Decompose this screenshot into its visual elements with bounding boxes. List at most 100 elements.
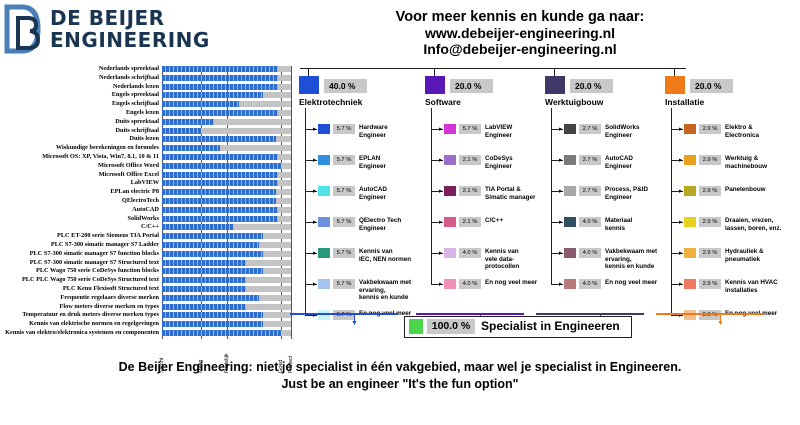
item-percentage: 2.1 % <box>459 155 481 165</box>
skill-label: SolidWorks <box>127 214 160 222</box>
item-connector <box>671 284 683 285</box>
item-label: Kennis van IEC, NEN normen <box>359 248 412 263</box>
item-connector <box>551 284 563 285</box>
down-arrow-icon: ▼ <box>351 320 358 327</box>
item-percentage: 2.9 % <box>699 310 721 320</box>
skill-bar <box>162 321 263 328</box>
item-connector <box>431 129 443 130</box>
category-name: Installatie <box>665 97 705 107</box>
item-color-swatch <box>318 155 330 165</box>
skill-label: AutoCAD <box>132 205 159 213</box>
skill-label: Duits schrijftaal <box>115 126 159 134</box>
item-arrow-icon: ▸ <box>679 126 683 133</box>
skill-bar <box>162 259 246 266</box>
skill-label: PLC S7-300 simatic manager S7 Structured… <box>29 258 159 266</box>
item-percentage: 5.7 % <box>333 155 355 165</box>
skill-bar <box>162 74 279 81</box>
item-arrow-icon: ▸ <box>313 312 317 319</box>
skill-bar-track <box>162 154 291 160</box>
item-connector <box>671 315 683 316</box>
footer-tagline: De Beijer Engineering: niet je specialis… <box>118 360 682 374</box>
skill-label: Nederlands spreektaal <box>98 65 159 72</box>
category-color-swatch <box>665 76 685 94</box>
item-arrow-icon: ▸ <box>679 250 683 257</box>
item-arrow-icon: ▸ <box>679 157 683 164</box>
down-arrow-icon: ▼ <box>717 320 724 327</box>
item-label: En nog veel meer <box>485 279 538 286</box>
skill-bar-track <box>162 83 291 90</box>
skill-bar <box>162 198 276 204</box>
category-bottom-line <box>536 313 644 315</box>
skill-bar <box>162 101 240 108</box>
item-color-swatch <box>684 217 696 227</box>
item-arrow-icon: ▸ <box>313 126 317 133</box>
skill-bar <box>162 118 214 125</box>
category-name: Software <box>425 97 461 107</box>
skill-label: Temperatuur en druk meters diverse merke… <box>22 311 159 319</box>
skill-bar <box>162 180 279 187</box>
item-color-swatch <box>564 217 576 227</box>
item-percentage: 5.7 % <box>333 279 355 289</box>
tree-stub <box>308 68 309 76</box>
item-color-swatch <box>318 310 330 320</box>
item-connector <box>551 191 563 192</box>
email-link[interactable]: Info@debeijer-engineering.nl <box>423 41 617 57</box>
item-arrow-icon: ▸ <box>679 188 683 195</box>
skill-label: Flow meters diverse merken en types <box>59 302 160 310</box>
item-arrow-icon: ▸ <box>439 250 443 257</box>
item-color-swatch <box>684 186 696 196</box>
category-spine <box>305 108 306 315</box>
specialist-label: Specialist in Engineeren <box>481 319 620 333</box>
skill-label: Engels spreektaal <box>111 91 159 99</box>
skill-label: Microsoft Office Excel <box>98 170 159 178</box>
skill-bar-track <box>162 92 291 99</box>
item-connector <box>671 253 683 254</box>
item-connector <box>305 315 317 316</box>
skill-bar-track <box>162 118 291 125</box>
skill-bar-track <box>162 277 291 284</box>
skill-label: Frequentie regelaars diverse merken <box>60 293 159 301</box>
item-color-swatch <box>318 279 330 289</box>
tree-top-connector <box>300 68 686 69</box>
chart-gridline <box>291 66 292 339</box>
item-label: TIA Portal & Simatic manager <box>485 186 536 201</box>
skill-label: PLC PLC Wago 750 serie CoDeSys Structure… <box>21 276 159 284</box>
item-color-swatch <box>684 248 696 258</box>
skill-bar-track <box>162 101 291 108</box>
skill-bar-track <box>162 294 291 301</box>
item-arrow-icon: ▸ <box>559 157 563 164</box>
item-color-swatch <box>444 279 456 289</box>
skill-label: PLC S7-300 simatic manager S7 function b… <box>29 249 159 257</box>
item-connector <box>431 284 443 285</box>
item-percentage: 2.9 % <box>699 217 721 227</box>
category-spine <box>551 108 552 284</box>
item-color-swatch <box>564 248 576 258</box>
skill-bar <box>162 286 246 292</box>
item-percentage: 2.7 % <box>579 155 601 165</box>
item-label: Vakbekwaam met ervaring, kennis en kunde <box>605 248 658 270</box>
skill-bar-track <box>162 66 291 72</box>
website-link[interactable]: www.debeijer-engineering.nl <box>424 25 616 41</box>
skill-bar <box>162 215 279 222</box>
skill-bar <box>162 66 279 72</box>
category-bottom-line <box>416 313 524 315</box>
skill-label: Kennis van elektrische normen en regelge… <box>29 320 159 328</box>
item-color-swatch <box>444 124 456 134</box>
skill-bar-track <box>162 224 291 231</box>
item-percentage: 2.1 % <box>459 217 481 227</box>
skill-bar <box>162 110 279 116</box>
skill-bar <box>162 250 263 257</box>
item-arrow-icon: ▸ <box>679 281 683 288</box>
category-percentage: 20.0 % <box>690 79 733 93</box>
skill-label: Kennis van elektro/elektronica systemen … <box>5 329 159 336</box>
item-label: AutoCAD Engineer <box>359 186 387 201</box>
item-percentage: 2.7 % <box>579 124 601 134</box>
item-percentage: 5.7 % <box>333 124 355 134</box>
item-percentage: 5.7 % <box>459 124 481 134</box>
item-label: Kennis van HVAC installaties <box>725 279 778 294</box>
item-connector <box>305 160 317 161</box>
category-color-swatch <box>545 76 565 94</box>
item-arrow-icon: ▸ <box>313 250 317 257</box>
item-connector <box>551 222 563 223</box>
skill-bar <box>162 162 281 169</box>
